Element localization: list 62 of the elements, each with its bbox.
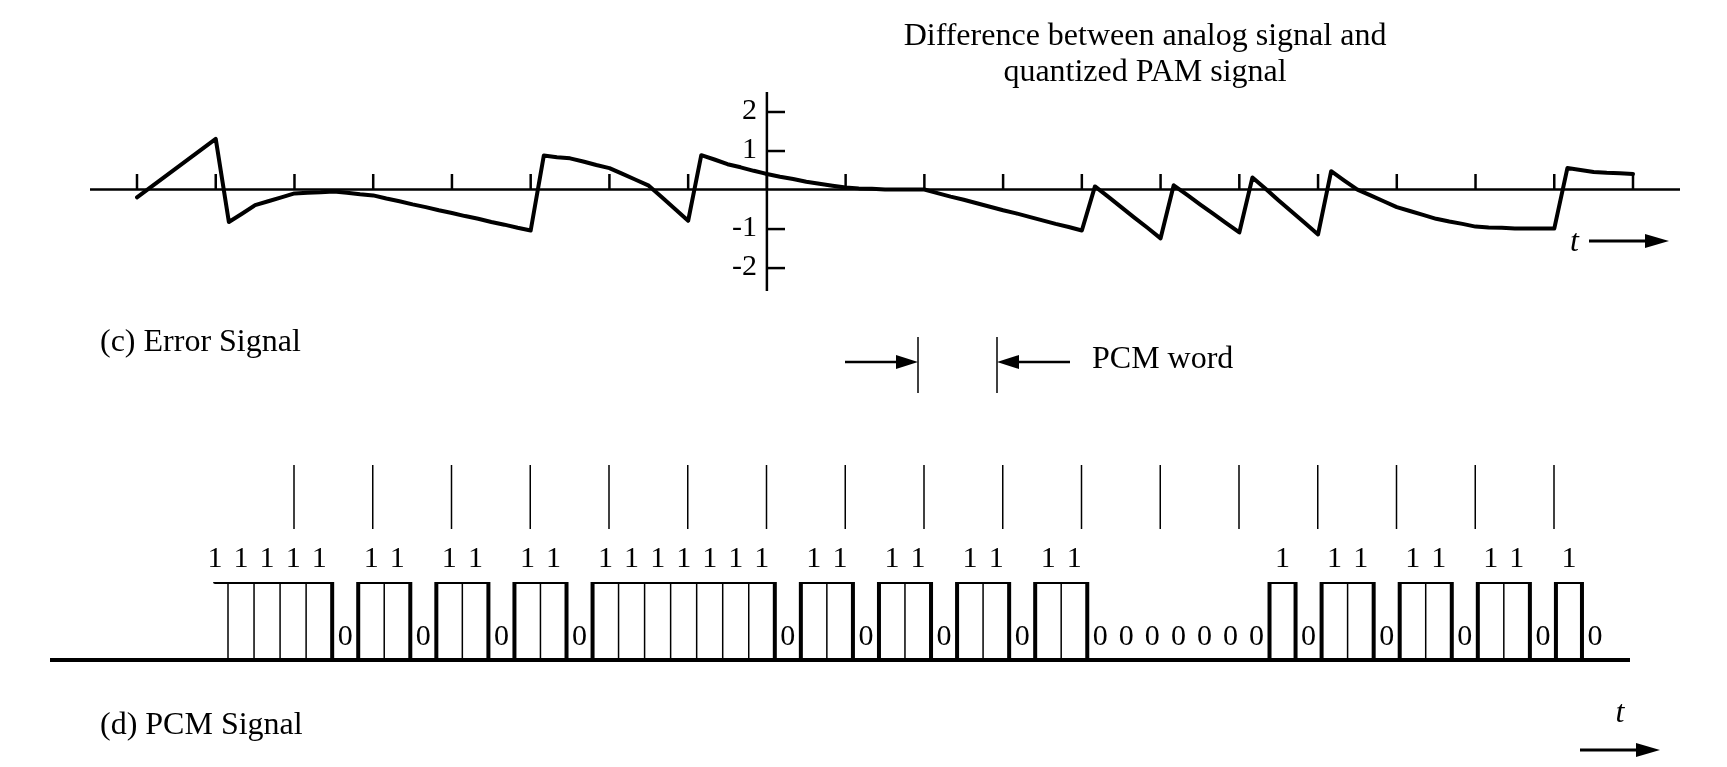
text: (d) PCM Signal — [100, 705, 303, 742]
data-label: 0 — [1118, 617, 1134, 651]
data-label: 1 — [259, 539, 275, 573]
data-label: 1 — [1405, 539, 1421, 573]
chart-title: Difference between analog signal and quantized PAM signal — [902, 16, 1388, 88]
data-label: 1 — [1040, 539, 1056, 573]
data-label: 0 — [1535, 617, 1551, 651]
data-label: 1 — [363, 539, 379, 573]
data-label: 0 — [1170, 617, 1186, 651]
data-label: 1 — [910, 539, 926, 573]
data-label: 1 — [311, 539, 327, 573]
x-axis-title: t — [1615, 693, 1625, 730]
data-label: 0 — [493, 617, 509, 651]
data-label: 0 — [1587, 617, 1603, 651]
data-label: 1 — [624, 539, 640, 573]
data-label: 1 — [1327, 539, 1343, 573]
data-label: 1 — [884, 539, 900, 573]
data-label: 1 — [832, 539, 848, 573]
data-label: 0 — [415, 617, 431, 651]
data-label: 1 — [1275, 539, 1291, 573]
data-label: 1 — [702, 539, 718, 573]
data-label: 1 — [519, 539, 535, 573]
data-label: 1 — [1561, 539, 1577, 573]
data-label: 0 — [936, 617, 952, 651]
y-tick-label: 2 — [741, 92, 757, 126]
data-label: 0 — [1457, 617, 1473, 651]
data-label: 1 — [1483, 539, 1499, 573]
data-label: 0 — [780, 617, 796, 651]
data-label: 1 — [988, 539, 1004, 573]
data-label: 0 — [1196, 617, 1212, 651]
data-label: 1 — [546, 539, 561, 573]
data-label: 1 — [441, 539, 457, 573]
data-label: 1 — [1353, 539, 1369, 573]
data-label: 1 — [1066, 539, 1082, 573]
y-tick-label: 1 — [741, 131, 757, 165]
data-label: 1 — [962, 539, 978, 573]
text: PCM word — [1092, 339, 1234, 376]
data-label: 0 — [572, 617, 588, 651]
data-label: 1 — [285, 539, 301, 573]
data-label: 1 — [233, 539, 249, 573]
text: (c) Error Signal — [100, 322, 301, 359]
x-axis-title: t — [1570, 222, 1579, 259]
data-label: 1 — [598, 539, 614, 573]
data-label: 0 — [337, 617, 353, 651]
data-label: 1 — [467, 539, 483, 573]
y-tick-label: -2 — [731, 248, 757, 282]
data-label: 1 — [676, 539, 692, 573]
data-label: 0 — [1144, 617, 1160, 651]
y-tick-label: -1 — [731, 209, 757, 243]
data-label: 0 — [1014, 617, 1030, 651]
data-label: 1 — [1509, 539, 1525, 573]
data-label: 0 — [1301, 617, 1317, 651]
data-label: 1 — [389, 539, 405, 573]
data-label: 0 — [1379, 617, 1395, 651]
data-label: 1 — [207, 539, 223, 573]
data-label: 1 — [650, 539, 666, 573]
data-label: 0 — [858, 617, 874, 651]
data-label: 0 — [1249, 617, 1264, 651]
data-label: 0 — [1092, 617, 1108, 651]
data-label: 0 — [1222, 617, 1238, 651]
data-label: 1 — [806, 539, 822, 573]
data-label: 1 — [1431, 539, 1447, 573]
